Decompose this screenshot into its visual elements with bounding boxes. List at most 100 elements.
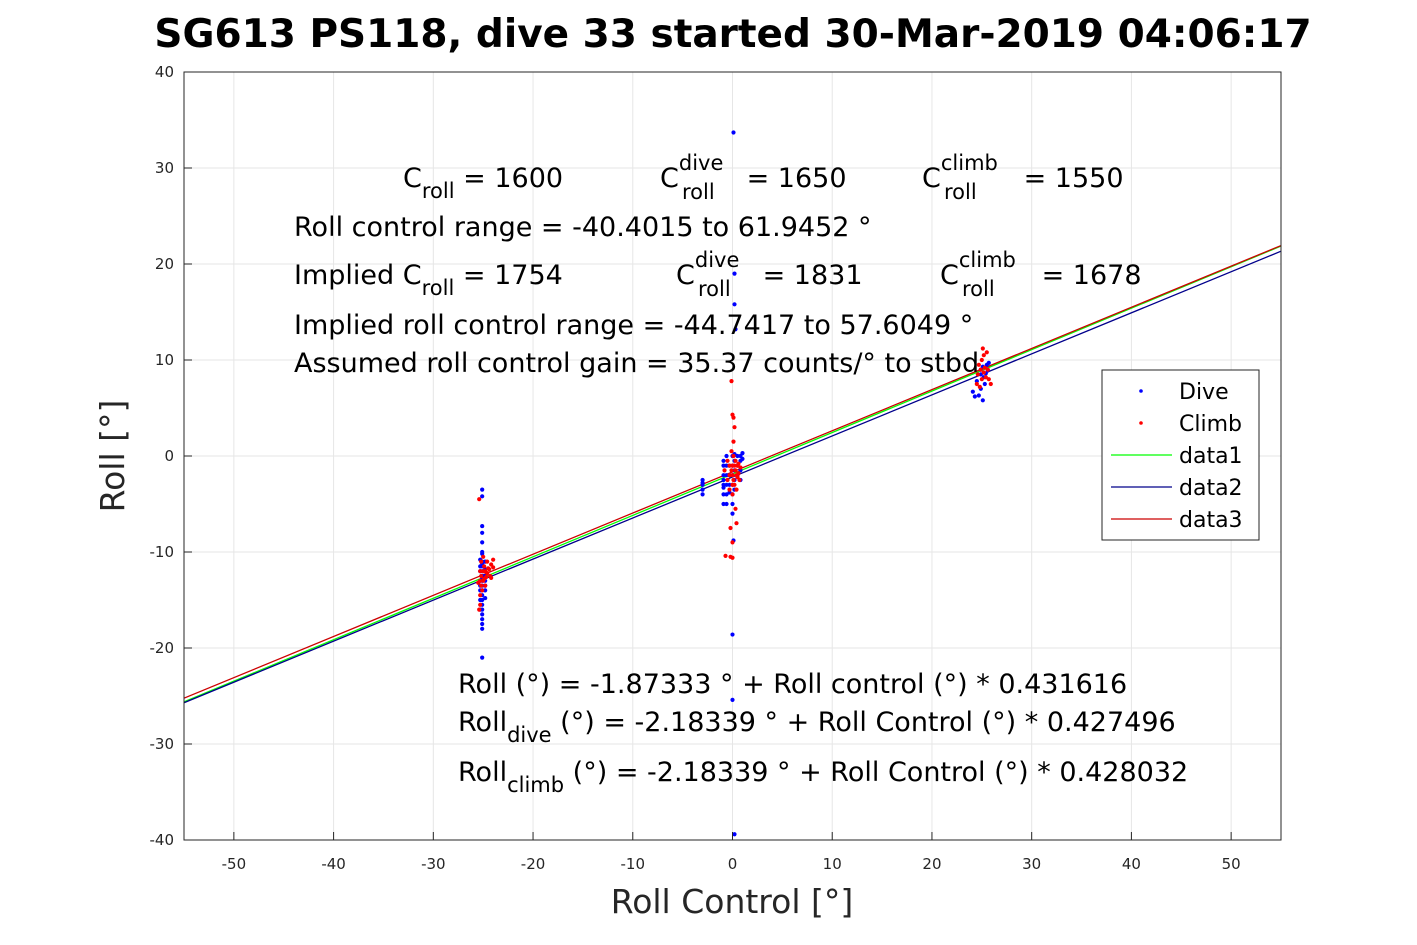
legend-label-data2: data2 xyxy=(1179,476,1243,501)
annot-implied-c-roll-dive: Cdive roll = 1831 xyxy=(676,248,863,301)
data-point-climb xyxy=(480,588,485,593)
chart-title: SG613 PS118, dive 33 started 30-Mar-2019… xyxy=(154,12,1311,57)
legend-marker-dive xyxy=(1139,389,1143,393)
data-point-climb xyxy=(736,461,741,466)
data-point-dive xyxy=(721,477,726,483)
data-point-dive xyxy=(480,612,485,617)
data-point-climb xyxy=(981,370,986,375)
data-point-dive xyxy=(970,389,975,394)
data-point-climb xyxy=(981,353,986,358)
data-point-dive xyxy=(730,697,735,702)
scatter-points xyxy=(476,130,993,837)
data-point-climb xyxy=(477,607,482,612)
data-point-dive xyxy=(724,463,729,468)
annot-fit-climb-equation: Rollclimb (°) = -2.18339 ° + Roll Contro… xyxy=(458,757,1188,797)
data-point-climb xyxy=(489,575,494,581)
data-point-climb xyxy=(730,473,735,478)
data-point-climb xyxy=(733,468,738,473)
data-point-dive xyxy=(727,482,732,487)
data-point-dive xyxy=(721,458,726,463)
data-point-climb xyxy=(478,602,483,607)
data-point-dive xyxy=(721,501,726,507)
y-tick-label: -40 xyxy=(150,831,175,849)
data-point-dive xyxy=(721,463,726,468)
data-point-dive xyxy=(700,492,705,497)
data-point-climb xyxy=(731,477,736,483)
annot-roll-control-gain: Assumed roll control gain = 35.37 counts… xyxy=(294,348,979,379)
axis-ticks: -50 -40 -30 -20 -10 0 10 20 30 40 50 -40 -30 -20 -10 0 1… xyxy=(150,63,1241,873)
legend-label-climb: Climb xyxy=(1179,412,1242,437)
data-point-climb xyxy=(485,559,490,564)
data-point-climb xyxy=(727,463,732,468)
data-point-climb xyxy=(730,492,735,497)
data-point-climb xyxy=(478,593,483,598)
x-tick-label: 20 xyxy=(922,855,941,873)
data-point-climb xyxy=(491,557,496,562)
x-tick-label: -30 xyxy=(421,855,446,873)
data-point-climb xyxy=(730,555,735,560)
x-tick-label: -40 xyxy=(321,855,346,873)
data-point-dive xyxy=(721,473,726,478)
data-point-climb xyxy=(733,458,738,463)
x-tick-label: 30 xyxy=(1022,855,1041,873)
data-point-climb xyxy=(476,580,481,585)
data-point-climb xyxy=(974,381,979,387)
data-point-dive xyxy=(740,451,745,456)
data-point-dive xyxy=(483,588,488,593)
data-point-dive xyxy=(732,832,737,837)
legend-label-data3: data3 xyxy=(1179,508,1243,533)
data-point-climb xyxy=(978,367,983,372)
legend-marker-climb xyxy=(1139,421,1143,425)
data-point-dive xyxy=(978,372,983,377)
data-point-dive xyxy=(980,398,985,403)
data-point-dive xyxy=(480,540,485,545)
data-point-climb xyxy=(722,468,727,473)
data-point-dive xyxy=(727,490,732,495)
data-point-dive xyxy=(700,480,705,485)
data-point-dive xyxy=(740,456,745,461)
data-point-climb xyxy=(727,473,732,478)
y-tick-label: -10 xyxy=(150,543,175,561)
data-point-climb xyxy=(976,362,981,367)
data-point-climb xyxy=(736,471,741,476)
y-tick-label: -30 xyxy=(150,735,175,753)
data-point-dive xyxy=(724,501,729,507)
data-point-climb xyxy=(979,357,984,363)
data-point-climb xyxy=(728,525,733,531)
data-point-climb xyxy=(727,487,732,492)
data-point-climb xyxy=(479,583,484,588)
y-tick-label: 20 xyxy=(155,255,174,273)
data-point-dive xyxy=(982,381,987,387)
data-point-dive xyxy=(480,621,485,627)
annot-fit-dive-equation: Rolldive (°) = -2.18339 ° + Roll Control… xyxy=(458,707,1176,747)
data-point-dive xyxy=(732,271,737,276)
data-point-dive xyxy=(730,632,735,637)
data-point-climb xyxy=(725,458,730,463)
data-point-climb xyxy=(729,468,734,473)
x-tick-label: 10 xyxy=(823,855,842,873)
annot-implied-c-roll-climb: Cclimb roll = 1678 xyxy=(940,248,1142,301)
data-point-climb xyxy=(483,583,488,588)
data-point-climb xyxy=(980,346,985,351)
data-point-dive xyxy=(480,530,485,535)
data-point-dive xyxy=(724,453,729,459)
data-point-climb xyxy=(479,559,484,564)
data-point-dive xyxy=(986,360,991,365)
x-tick-label: -20 xyxy=(521,855,546,873)
data-point-dive xyxy=(480,494,485,499)
data-point-climb xyxy=(975,372,980,377)
annot-implied-c-roll: Implied Croll = 1754 xyxy=(294,260,563,300)
data-point-dive xyxy=(724,473,729,478)
annot-roll-control-range: Roll control range = -40.4015 to 61.9452… xyxy=(294,212,872,243)
y-axis-label: Roll [°] xyxy=(93,400,132,513)
data-point-dive xyxy=(721,485,726,490)
data-point-climb xyxy=(485,571,490,576)
data-point-climb xyxy=(732,482,737,487)
data-point-climb xyxy=(737,477,742,483)
data-point-dive xyxy=(480,617,485,622)
data-point-dive xyxy=(721,482,726,487)
data-point-climb xyxy=(984,350,989,355)
y-tick-label: 30 xyxy=(155,159,174,177)
annot-c-roll-climb: Cclimb roll = 1550 xyxy=(922,151,1124,204)
